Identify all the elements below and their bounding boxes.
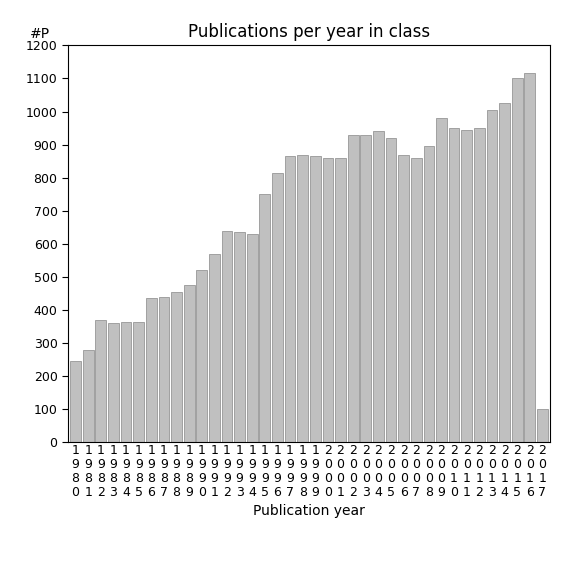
Bar xyxy=(411,158,422,442)
Bar xyxy=(247,234,257,442)
Bar xyxy=(474,128,485,442)
X-axis label: Publication year: Publication year xyxy=(253,504,365,518)
Bar xyxy=(272,173,283,442)
Bar xyxy=(424,146,434,442)
Bar xyxy=(310,156,321,442)
Bar xyxy=(462,130,472,442)
Bar xyxy=(386,138,396,442)
Bar xyxy=(95,320,106,442)
Bar xyxy=(184,285,194,442)
Bar xyxy=(448,128,459,442)
Bar xyxy=(512,78,523,442)
Bar xyxy=(537,409,548,442)
Bar xyxy=(373,132,384,442)
Bar xyxy=(171,292,182,442)
Bar xyxy=(260,194,270,442)
Bar xyxy=(146,298,156,442)
Bar xyxy=(133,321,144,442)
Bar xyxy=(70,361,81,442)
Title: Publications per year in class: Publications per year in class xyxy=(188,23,430,41)
Bar xyxy=(398,155,409,442)
Bar xyxy=(108,323,119,442)
Bar xyxy=(297,155,308,442)
Bar xyxy=(499,103,510,442)
Bar xyxy=(524,74,535,442)
Bar xyxy=(361,135,371,442)
Text: #P: #P xyxy=(29,27,49,41)
Bar xyxy=(209,254,220,442)
Bar xyxy=(83,350,94,442)
Bar xyxy=(234,232,245,442)
Bar xyxy=(121,321,132,442)
Bar xyxy=(323,158,333,442)
Bar xyxy=(335,158,346,442)
Bar xyxy=(196,270,207,442)
Bar xyxy=(486,110,497,442)
Bar xyxy=(436,118,447,442)
Bar xyxy=(222,231,232,442)
Bar xyxy=(285,156,295,442)
Bar xyxy=(348,135,358,442)
Bar xyxy=(159,297,170,442)
